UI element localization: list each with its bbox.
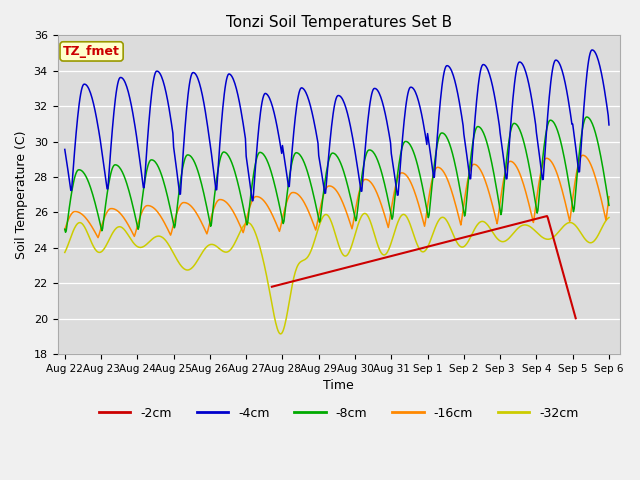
X-axis label: Time: Time [323,379,354,392]
Legend: -2cm, -4cm, -8cm, -16cm, -32cm: -2cm, -4cm, -8cm, -16cm, -32cm [94,402,584,425]
Y-axis label: Soil Temperature (C): Soil Temperature (C) [15,131,28,259]
Text: TZ_fmet: TZ_fmet [63,45,120,58]
Title: Tonzi Soil Temperatures Set B: Tonzi Soil Temperatures Set B [226,15,452,30]
